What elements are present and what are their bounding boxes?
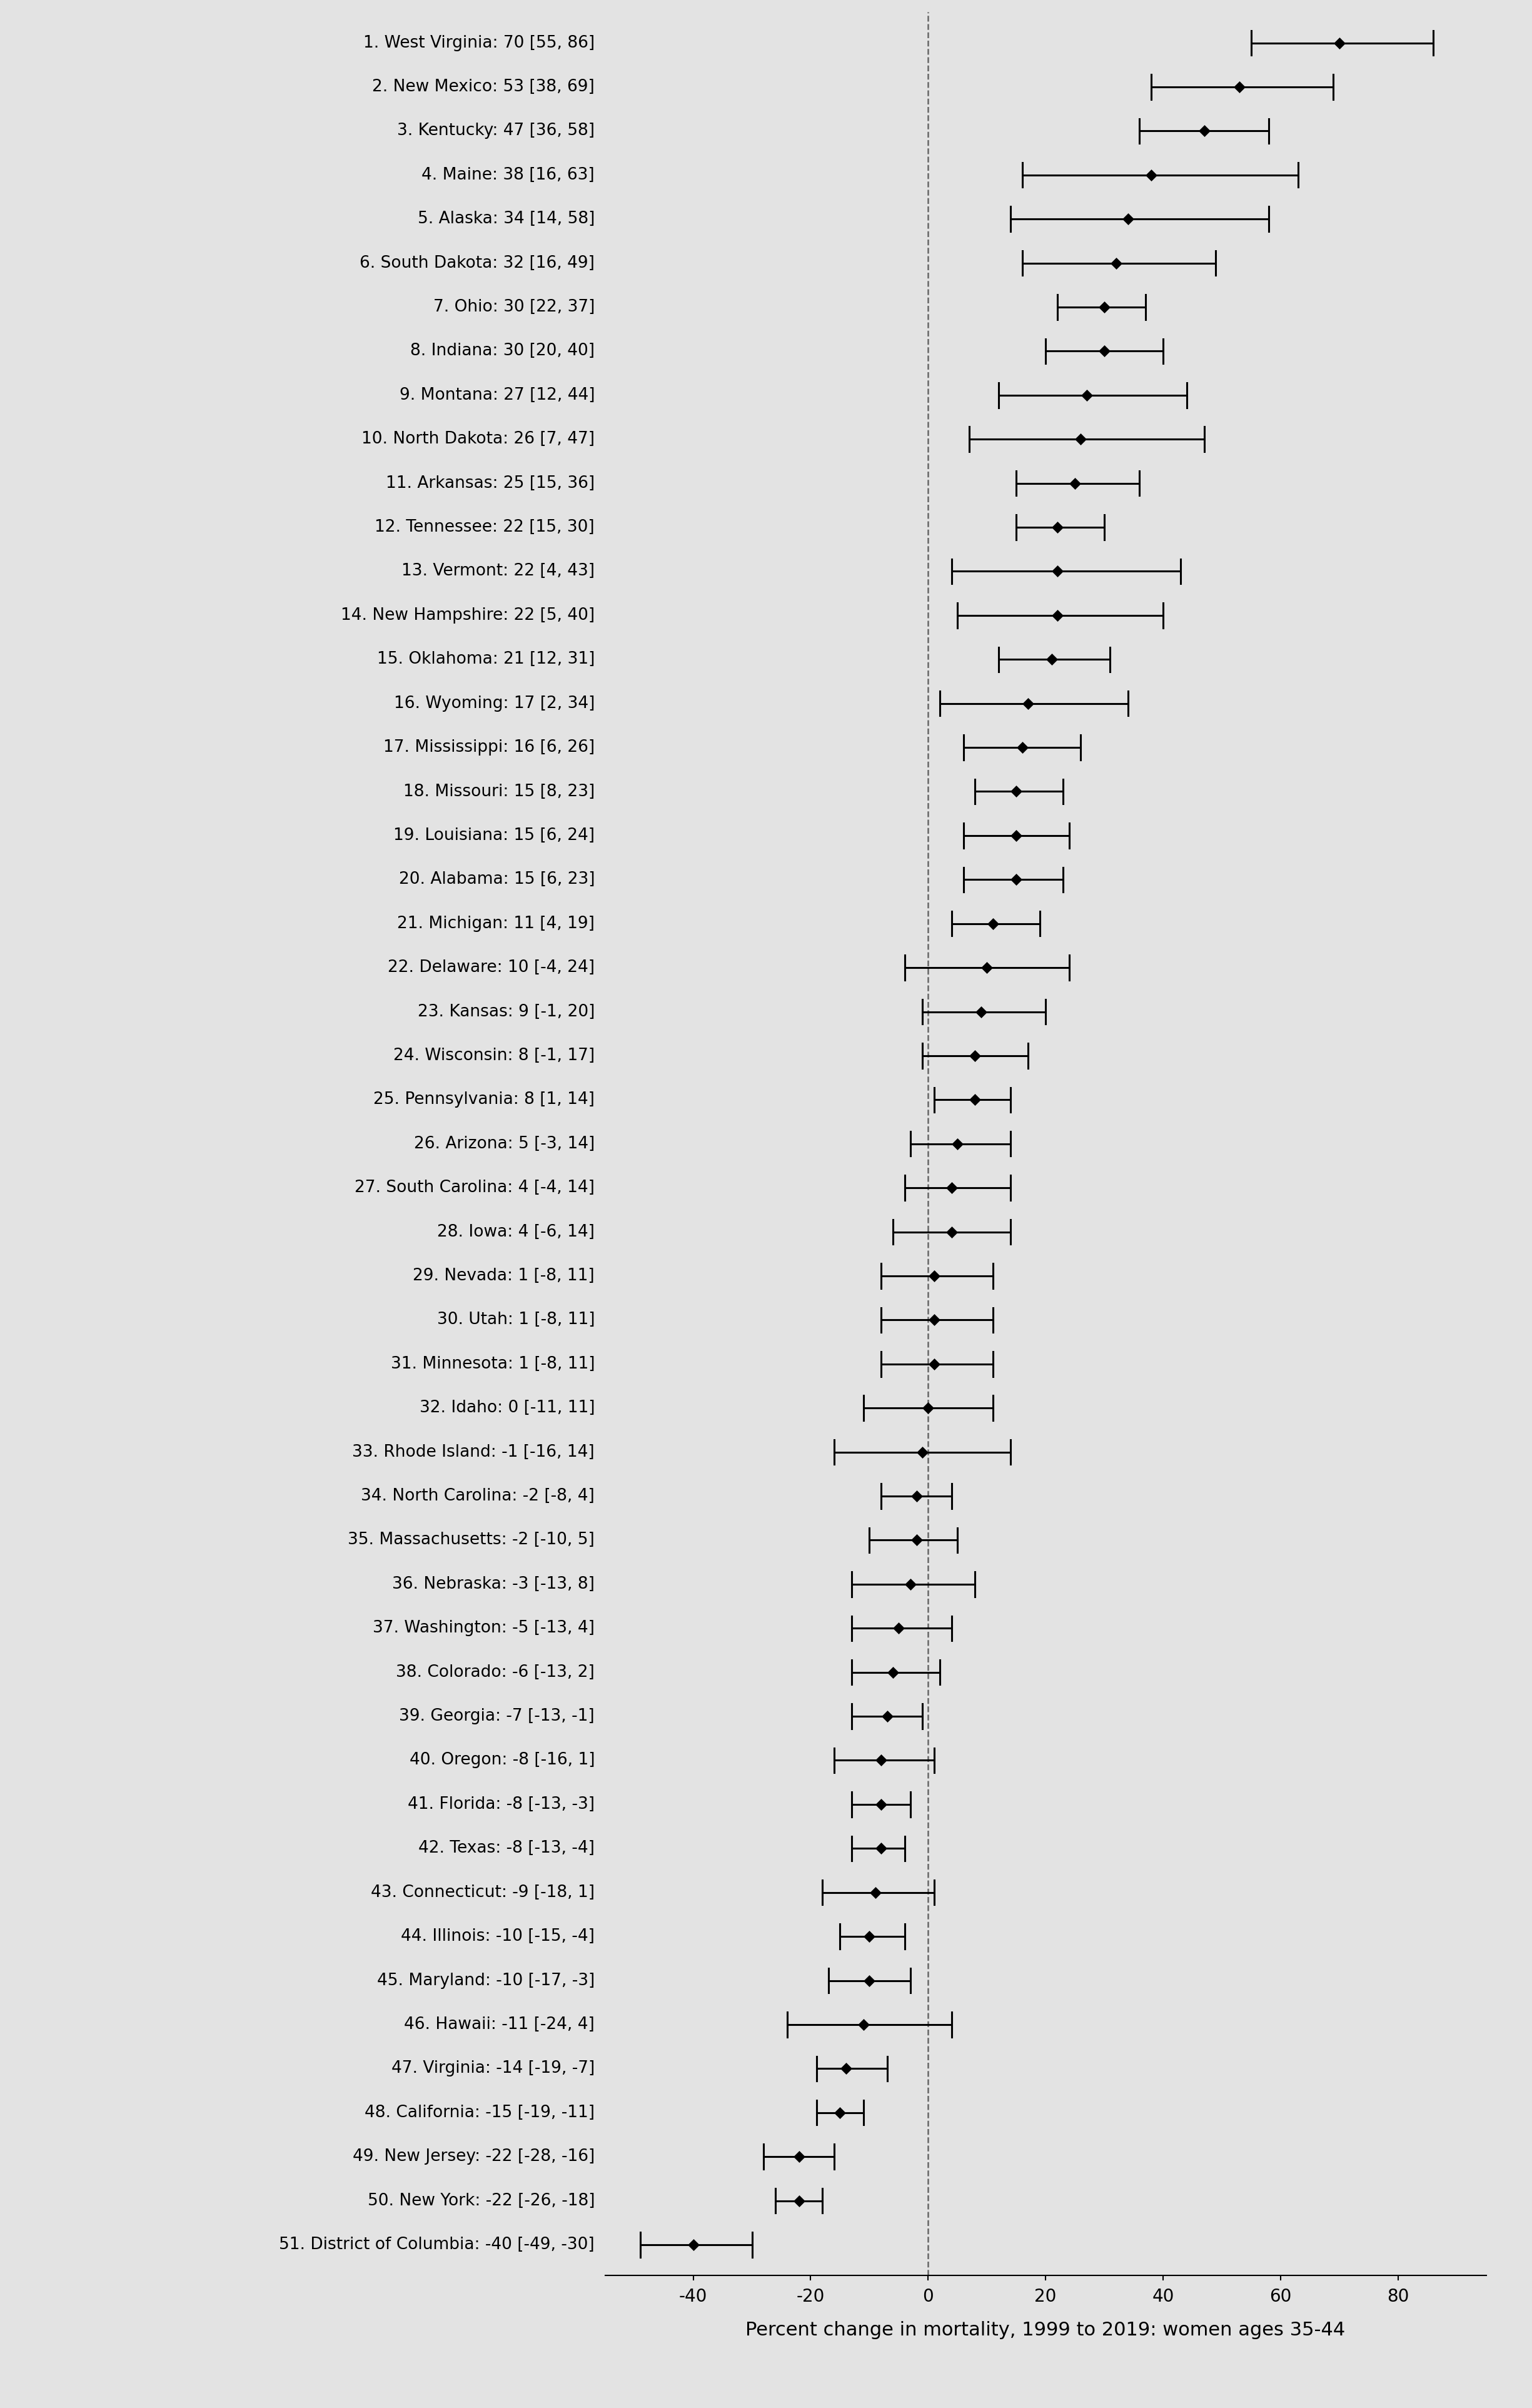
Text: 26. Arizona: 5 [-3, 14]: 26. Arizona: 5 [-3, 14]	[414, 1137, 594, 1151]
Text: 46. Hawaii: -11 [-24, 4]: 46. Hawaii: -11 [-24, 4]	[404, 2015, 594, 2032]
Text: 22. Delaware: 10 [-4, 24]: 22. Delaware: 10 [-4, 24]	[388, 958, 594, 975]
Text: 34. North Carolina: -2 [-8, 4]: 34. North Carolina: -2 [-8, 4]	[362, 1488, 594, 1505]
Text: 30. Utah: 1 [-8, 11]: 30. Utah: 1 [-8, 11]	[437, 1312, 594, 1329]
Text: 36. Nebraska: -3 [-13, 8]: 36. Nebraska: -3 [-13, 8]	[392, 1577, 594, 1592]
Text: 39. Georgia: -7 [-13, -1]: 39. Georgia: -7 [-13, -1]	[400, 1707, 594, 1724]
Text: 9. Montana: 27 [12, 44]: 9. Montana: 27 [12, 44]	[400, 388, 594, 402]
Text: 25. Pennsylvania: 8 [1, 14]: 25. Pennsylvania: 8 [1, 14]	[374, 1091, 594, 1108]
Text: 38. Colorado: -6 [-13, 2]: 38. Colorado: -6 [-13, 2]	[397, 1664, 594, 1681]
Text: 31. Minnesota: 1 [-8, 11]: 31. Minnesota: 1 [-8, 11]	[391, 1356, 594, 1373]
Text: 41. Florida: -8 [-13, -3]: 41. Florida: -8 [-13, -3]	[408, 1796, 594, 1813]
Text: 44. Illinois: -10 [-15, -4]: 44. Illinois: -10 [-15, -4]	[401, 1929, 594, 1946]
Text: 4. Maine: 38 [16, 63]: 4. Maine: 38 [16, 63]	[421, 166, 594, 183]
X-axis label: Percent change in mortality, 1999 to 2019: women ages 35-44: Percent change in mortality, 1999 to 201…	[746, 2321, 1345, 2338]
Text: 1. West Virginia: 70 [55, 86]: 1. West Virginia: 70 [55, 86]	[363, 34, 594, 51]
Text: 40. Oregon: -8 [-16, 1]: 40. Oregon: -8 [-16, 1]	[409, 1753, 594, 1767]
Text: 8. Indiana: 30 [20, 40]: 8. Indiana: 30 [20, 40]	[411, 342, 594, 359]
Text: 51. District of Columbia: -40 [-49, -30]: 51. District of Columbia: -40 [-49, -30]	[279, 2237, 594, 2254]
Text: 49. New Jersey: -22 [-28, -16]: 49. New Jersey: -22 [-28, -16]	[352, 2148, 594, 2165]
Text: 5. Alaska: 34 [14, 58]: 5. Alaska: 34 [14, 58]	[418, 212, 594, 226]
Text: 50. New York: -22 [-26, -18]: 50. New York: -22 [-26, -18]	[368, 2194, 594, 2208]
Text: 15. Oklahoma: 21 [12, 31]: 15. Oklahoma: 21 [12, 31]	[377, 650, 594, 667]
Text: 18. Missouri: 15 [8, 23]: 18. Missouri: 15 [8, 23]	[403, 783, 594, 799]
Text: 12. Tennessee: 22 [15, 30]: 12. Tennessee: 22 [15, 30]	[375, 520, 594, 535]
Text: 35. Massachusetts: -2 [-10, 5]: 35. Massachusetts: -2 [-10, 5]	[348, 1531, 594, 1548]
Text: 47. Virginia: -14 [-19, -7]: 47. Virginia: -14 [-19, -7]	[391, 2061, 594, 2076]
Text: 20. Alabama: 15 [6, 23]: 20. Alabama: 15 [6, 23]	[398, 872, 594, 889]
Text: 6. South Dakota: 32 [16, 49]: 6. South Dakota: 32 [16, 49]	[360, 255, 594, 272]
Text: 27. South Carolina: 4 [-4, 14]: 27. South Carolina: 4 [-4, 14]	[355, 1180, 594, 1197]
Text: 11. Arkansas: 25 [15, 36]: 11. Arkansas: 25 [15, 36]	[386, 474, 594, 491]
Text: 48. California: -15 [-19, -11]: 48. California: -15 [-19, -11]	[365, 2105, 594, 2121]
Text: 24. Wisconsin: 8 [-1, 17]: 24. Wisconsin: 8 [-1, 17]	[394, 1047, 594, 1064]
Text: 43. Connecticut: -9 [-18, 1]: 43. Connecticut: -9 [-18, 1]	[371, 1885, 594, 1900]
Text: 19. Louisiana: 15 [6, 24]: 19. Louisiana: 15 [6, 24]	[394, 828, 594, 843]
Text: 33. Rhode Island: -1 [-16, 14]: 33. Rhode Island: -1 [-16, 14]	[352, 1445, 594, 1459]
Text: 29. Nevada: 1 [-8, 11]: 29. Nevada: 1 [-8, 11]	[414, 1267, 594, 1283]
Text: 14. New Hampshire: 22 [5, 40]: 14. New Hampshire: 22 [5, 40]	[340, 607, 594, 624]
Text: 16. Wyoming: 17 [2, 34]: 16. Wyoming: 17 [2, 34]	[394, 696, 594, 710]
Text: 3. Kentucky: 47 [36, 58]: 3. Kentucky: 47 [36, 58]	[397, 123, 594, 140]
Text: 42. Texas: -8 [-13, -4]: 42. Texas: -8 [-13, -4]	[418, 1840, 594, 1857]
Text: 45. Maryland: -10 [-17, -3]: 45. Maryland: -10 [-17, -3]	[377, 1972, 594, 1989]
Text: 7. Ohio: 30 [22, 37]: 7. Ohio: 30 [22, 37]	[434, 299, 594, 315]
Text: 17. Mississippi: 16 [6, 26]: 17. Mississippi: 16 [6, 26]	[383, 739, 594, 756]
Text: 37. Washington: -5 [-13, 4]: 37. Washington: -5 [-13, 4]	[372, 1621, 594, 1637]
Text: 2. New Mexico: 53 [38, 69]: 2. New Mexico: 53 [38, 69]	[372, 79, 594, 94]
Text: 32. Idaho: 0 [-11, 11]: 32. Idaho: 0 [-11, 11]	[420, 1399, 594, 1416]
Text: 23. Kansas: 9 [-1, 20]: 23. Kansas: 9 [-1, 20]	[418, 1004, 594, 1021]
Text: 28. Iowa: 4 [-6, 14]: 28. Iowa: 4 [-6, 14]	[437, 1223, 594, 1240]
Text: 13. Vermont: 22 [4, 43]: 13. Vermont: 22 [4, 43]	[401, 563, 594, 580]
Text: 21. Michigan: 11 [4, 19]: 21. Michigan: 11 [4, 19]	[397, 915, 594, 932]
Text: 10. North Dakota: 26 [7, 47]: 10. North Dakota: 26 [7, 47]	[362, 431, 594, 448]
